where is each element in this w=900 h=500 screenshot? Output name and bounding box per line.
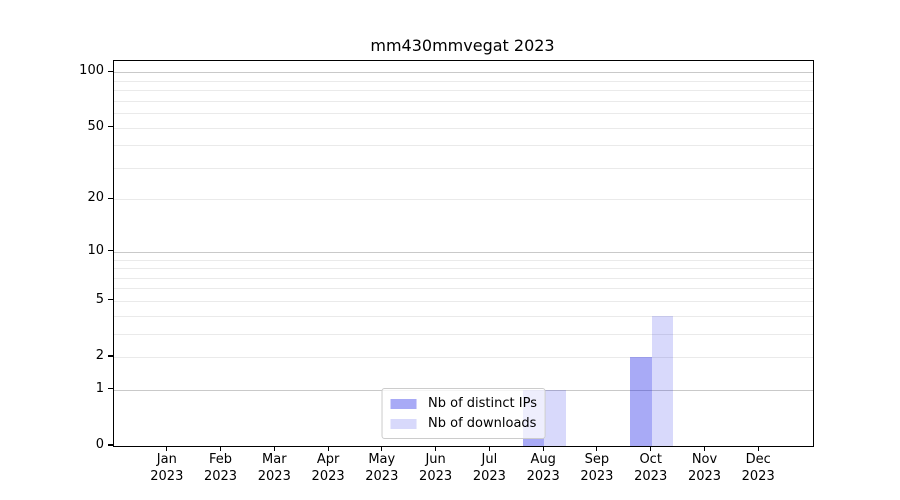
y-tick-label-5: 5 [95, 291, 104, 307]
x-tick-may [381, 446, 383, 451]
plot-canvas [114, 61, 813, 446]
y-tick-label-0: 0 [95, 437, 104, 452]
chart-title: mm430mmvegat 2023 [370, 36, 555, 55]
x-tick-sep [596, 446, 598, 451]
y-tick-label-20: 20 [87, 190, 104, 206]
bar-downloads-aug [544, 389, 566, 446]
y-tick-label-50: 50 [87, 118, 104, 134]
gridline-y-50 [114, 127, 813, 129]
x-tick-mar [273, 446, 275, 451]
gridline-y-9 [114, 259, 813, 261]
y-tick-10 [108, 250, 113, 252]
gridline-y-2 [114, 357, 813, 358]
x-tick-label-jan: Jan 2023 [150, 452, 184, 484]
gridline-y-5 [114, 300, 813, 302]
x-tick-label-may: May 2023 [365, 452, 399, 484]
y-tick-label-10: 10 [87, 242, 104, 258]
y-tick-label-2: 2 [95, 348, 104, 363]
gridline-y-20 [114, 199, 813, 201]
y-tick-0 [108, 444, 113, 446]
x-tick-label-sep: Sep 2023 [580, 452, 614, 484]
y-tick-1 [108, 388, 113, 390]
bar-distinct-ips-oct [630, 357, 652, 446]
gridline-y-80 [114, 90, 813, 92]
x-tick-jun [435, 446, 437, 451]
gridline-y-100 [114, 72, 813, 74]
legend-swatch-distinct-ips [390, 398, 417, 409]
y-tick-5 [108, 299, 113, 301]
gridline-y-8 [114, 268, 813, 269]
x-tick-feb [219, 446, 222, 451]
y-tick-50 [108, 126, 113, 128]
x-tick-label-oct: Oct 2023 [634, 452, 668, 484]
legend: Nb of distinct IPs Nb of downloads [381, 388, 546, 439]
y-tick-label-1: 1 [95, 380, 104, 396]
bar-downloads-oct [651, 315, 674, 446]
x-tick-label-dec: Dec 2023 [741, 452, 775, 484]
gridline-y-40 [114, 145, 813, 147]
x-tick-label-feb: Feb 2023 [203, 452, 238, 484]
x-tick-label-apr: Apr 2023 [311, 452, 345, 484]
x-tick-aug [542, 446, 544, 451]
x-tick-jan [166, 446, 168, 451]
gridline-y-7 [114, 277, 813, 279]
gridline-y-6 [114, 288, 813, 290]
legend-swatch-downloads [390, 418, 417, 429]
x-tick-label-jul: Jul 2023 [472, 452, 506, 484]
legend-label-downloads: Nb of downloads [428, 416, 537, 431]
gridline-y-70 [114, 100, 813, 102]
x-tick-label-mar: Mar 2023 [257, 452, 291, 484]
gridline-y-4 [114, 315, 813, 317]
plot-area: Nb of distinct IPs Nb of downloads [113, 60, 814, 447]
x-tick-label-nov: Nov 2023 [687, 452, 722, 484]
x-tick-nov [703, 446, 706, 451]
gridline-y-3 [114, 333, 813, 335]
x-tick-dec [757, 446, 759, 451]
x-tick-label-aug: Aug 2023 [526, 452, 560, 484]
y-tick-label-100: 100 [79, 63, 104, 79]
gridline-y-10 [114, 251, 813, 253]
legend-entry-distinct-ips: Nb of distinct IPs [390, 394, 537, 413]
x-tick-apr [327, 446, 329, 451]
gridline-y-60 [114, 113, 813, 115]
y-tick-20 [108, 197, 113, 199]
x-tick-label-jun: Jun 2023 [419, 452, 453, 484]
y-tick-100 [108, 70, 113, 72]
legend-label-distinct-ips: Nb of distinct IPs [428, 396, 537, 411]
gridline-y-90 [114, 80, 813, 82]
gridline-y-30 [114, 167, 813, 169]
legend-entry-downloads: Nb of downloads [390, 414, 537, 433]
y-tick-2 [108, 355, 113, 357]
x-tick-jul [488, 446, 490, 451]
x-tick-oct [650, 446, 652, 451]
